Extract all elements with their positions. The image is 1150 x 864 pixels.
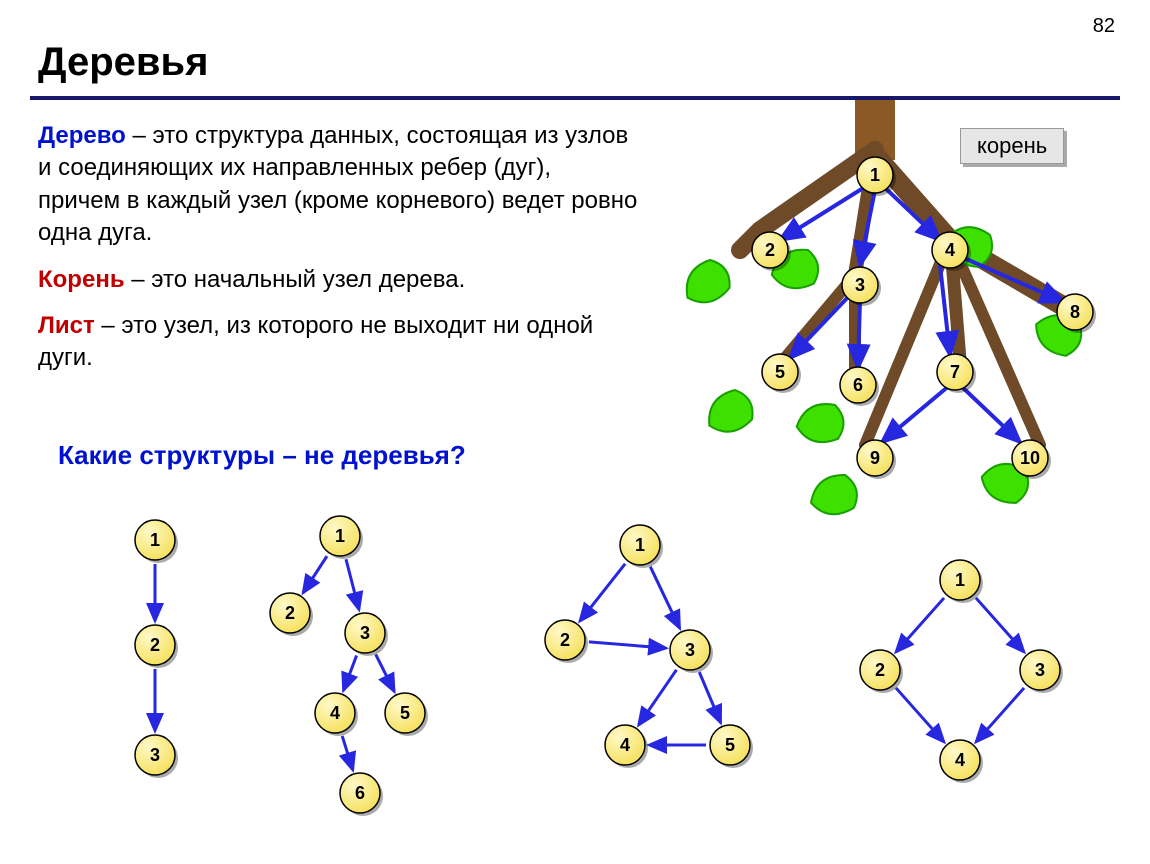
- question-text: Какие структуры – не деревья?: [58, 440, 466, 471]
- svg-text:5: 5: [725, 735, 735, 755]
- svg-text:3: 3: [855, 275, 865, 295]
- definition-line: Корень – это начальный узел дерева.: [38, 264, 638, 296]
- svg-text:1: 1: [335, 526, 345, 546]
- svg-text:1: 1: [635, 535, 645, 555]
- svg-text:1: 1: [870, 165, 880, 185]
- svg-text:4: 4: [620, 735, 630, 755]
- definitions-block: Дерево – это структура данных, состоящая…: [38, 120, 638, 389]
- svg-text:4: 4: [330, 703, 340, 723]
- svg-text:4: 4: [945, 240, 955, 260]
- svg-text:6: 6: [853, 375, 863, 395]
- svg-text:3: 3: [685, 640, 695, 660]
- svg-text:2: 2: [285, 603, 295, 623]
- svg-text:3: 3: [150, 745, 160, 765]
- svg-text:3: 3: [1035, 660, 1045, 680]
- svg-text:2: 2: [765, 240, 775, 260]
- svg-text:8: 8: [1070, 302, 1080, 322]
- svg-text:2: 2: [875, 660, 885, 680]
- graph-3: 1 2 3 4 5: [510, 510, 770, 820]
- svg-text:7: 7: [950, 362, 960, 382]
- svg-text:5: 5: [775, 362, 785, 382]
- svg-text:4: 4: [955, 750, 965, 770]
- definition-line: Дерево – это структура данных, состоящая…: [38, 120, 638, 250]
- svg-text:1: 1: [955, 570, 965, 590]
- svg-text:2: 2: [150, 635, 160, 655]
- graph-1: 1 2 3: [90, 500, 250, 820]
- page-number: 82: [1093, 15, 1115, 38]
- svg-text:2: 2: [560, 630, 570, 650]
- definition-line: Лист – это узел, из которого не выходит …: [38, 310, 638, 375]
- svg-text:10: 10: [1020, 448, 1040, 468]
- svg-text:3: 3: [360, 623, 370, 643]
- svg-text:5: 5: [400, 703, 410, 723]
- svg-text:9: 9: [870, 448, 880, 468]
- svg-text:6: 6: [355, 783, 365, 803]
- main-tree-diagram: 1 2 3 4 5 6 7 8 9 10: [650, 100, 1130, 520]
- graph-2: 1 2 3 4 5 6: [260, 498, 480, 828]
- svg-text:1: 1: [150, 530, 160, 550]
- graph-4: 1 2 3 4: [830, 540, 1090, 820]
- page-title: Деревья: [38, 40, 208, 85]
